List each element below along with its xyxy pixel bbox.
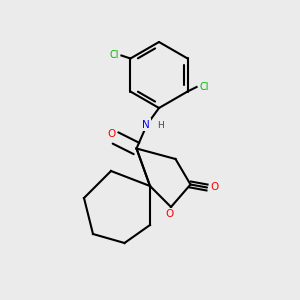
Text: O: O (165, 208, 174, 219)
Text: N: N (142, 119, 150, 130)
Text: O: O (108, 129, 116, 140)
Text: O: O (210, 182, 219, 193)
Text: Cl: Cl (109, 50, 119, 61)
Text: H: H (158, 122, 164, 130)
Text: Cl: Cl (199, 82, 209, 92)
